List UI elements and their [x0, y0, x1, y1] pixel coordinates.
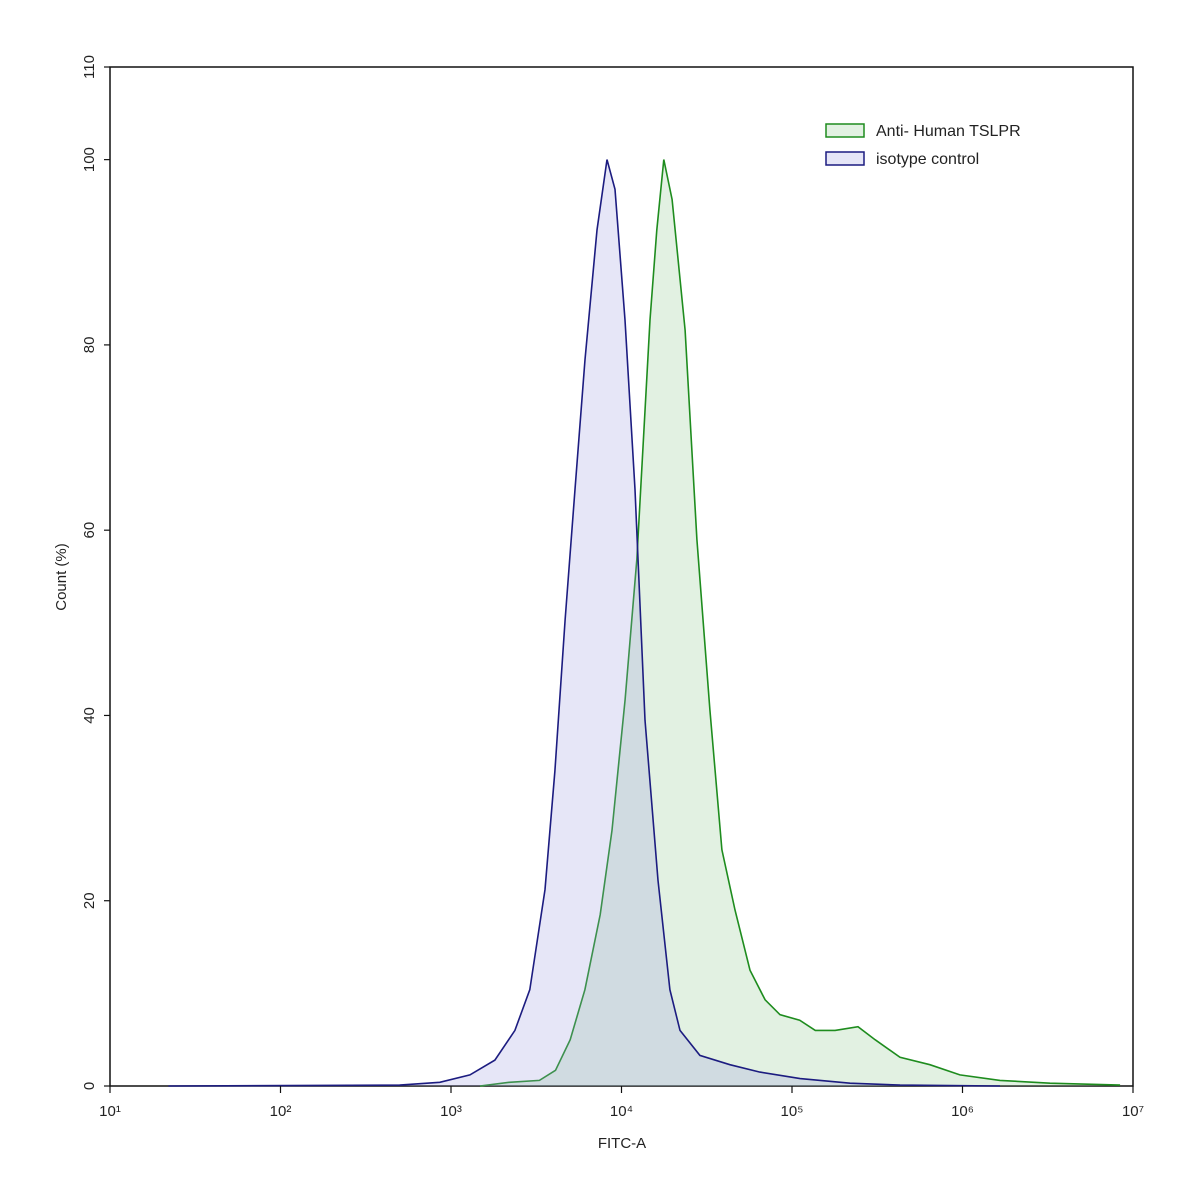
x-tick-label: 10⁷ — [1122, 1103, 1144, 1120]
x-tick-label: 10⁵ — [781, 1103, 804, 1120]
y-tick-label: 0 — [81, 1082, 98, 1090]
y-axis-title: Count (%) — [53, 543, 70, 611]
y-tick-label: 110 — [81, 55, 98, 79]
legend-swatch — [825, 123, 865, 138]
x-tick-label: 10⁶ — [951, 1103, 974, 1120]
series-area — [480, 159, 1121, 1087]
legend-swatch — [825, 151, 865, 166]
x-tick-label: 10³ — [440, 1103, 462, 1120]
y-tick-label: 20 — [81, 892, 98, 909]
y-tick-label: 40 — [81, 707, 98, 724]
legend-label: Anti- Human TSLPR — [876, 123, 1021, 140]
y-tick-label: 80 — [81, 337, 98, 354]
y-tick-label: 60 — [81, 522, 98, 539]
series-area — [168, 159, 1000, 1087]
series-line — [479, 159, 1121, 1087]
series-line — [168, 159, 1001, 1087]
x-tick-label: 10² — [270, 1103, 292, 1120]
x-axis-title: FITC-A — [598, 1135, 646, 1152]
series-layer — [168, 159, 1121, 1087]
x-tick-label: 10¹ — [99, 1103, 121, 1120]
legend-label: isotype control — [876, 151, 979, 168]
y-tick-label: 100 — [81, 147, 98, 172]
x-tick-label: 10⁴ — [610, 1103, 633, 1120]
